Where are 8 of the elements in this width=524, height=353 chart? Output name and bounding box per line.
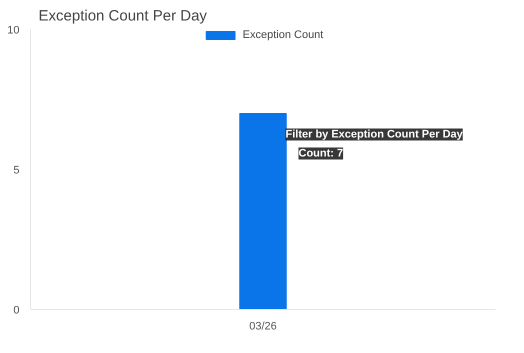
y-tick-label: 10 bbox=[7, 24, 20, 36]
y-tick-label: 5 bbox=[13, 164, 20, 176]
legend-label: Exception Count bbox=[242, 29, 324, 41]
y-tick-label: 0 bbox=[13, 304, 20, 316]
chart-title: Exception Count Per Day bbox=[38, 8, 208, 24]
x-tick-label: 03/26 bbox=[249, 320, 277, 332]
annotation: Filter by Exception Count Per Day bbox=[286, 128, 464, 140]
annotation: Count: 7 bbox=[298, 148, 344, 160]
